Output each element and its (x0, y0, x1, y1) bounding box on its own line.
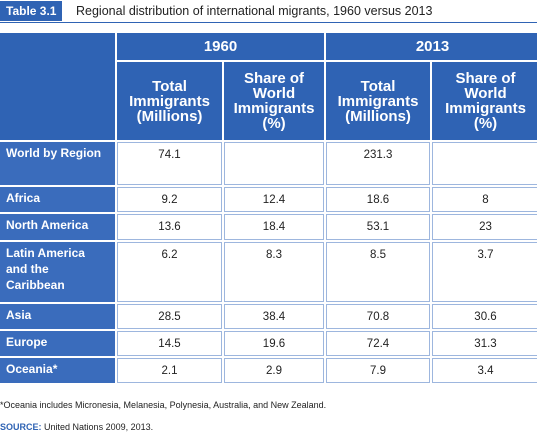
source-label: SOURCE: (0, 422, 42, 432)
migrants-table: 1960 2013 Total Immigrants (Millions) Share… (0, 31, 537, 385)
cell-value: 38.4 (224, 304, 324, 329)
cell-value: 3.4 (432, 358, 537, 383)
table-title: Regional distribution of international m… (76, 4, 433, 18)
data-row: Africa 9.2 12.4 18.6 8 (0, 187, 537, 212)
cell-value: 2.9 (224, 358, 324, 383)
cell-value: 74.1 (117, 142, 222, 185)
table-badge: Table 3.1 (0, 1, 63, 21)
column-header: Share of World Immigrants (%) (432, 62, 537, 140)
column-header: Total Immigrants (Millions) (117, 62, 222, 140)
cell-value: 18.4 (224, 214, 324, 240)
year-header: 2013 (326, 33, 537, 60)
cell-value: 13.6 (117, 214, 222, 240)
cell-value: 14.5 (117, 331, 222, 356)
cell-value: 231.3 (326, 142, 430, 185)
cell-value: 72.4 (326, 331, 430, 356)
data-row: Asia 28.5 38.4 70.8 30.6 (0, 304, 537, 329)
cell-value: 6.2 (117, 242, 222, 302)
cell-value: 8 (432, 187, 537, 212)
row-label: World by Region (0, 142, 115, 185)
data-row: Latin America and the Caribbean 6.2 8.3 8.5… (0, 242, 537, 302)
cell-value: 7.9 (326, 358, 430, 383)
title-bar: Table 3.1 Regional distribution of inter… (0, 0, 537, 23)
row-label: Oceania* (0, 358, 115, 383)
row-label: Africa (0, 187, 115, 212)
cell-value: 23 (432, 214, 537, 240)
data-row: World by Region 74.1 231.3 (0, 142, 537, 185)
source: United Nations 2009, 2013. (44, 422, 154, 432)
row-label: Europe (0, 331, 115, 356)
cell-value: 9.2 (117, 187, 222, 212)
cell-value: 31.3 (432, 331, 537, 356)
cell-value: 53.1 (326, 214, 430, 240)
year-header: 1960 (117, 33, 324, 60)
data-row: Oceania* 2.1 2.9 7.9 3.4 (0, 358, 537, 383)
cell-value: 12.4 (224, 187, 324, 212)
cell-value (224, 142, 324, 185)
data-row: Europe 14.5 19.6 72.4 31.3 (0, 331, 537, 356)
row-label: North America (0, 214, 115, 240)
cell-value: 30.6 (432, 304, 537, 329)
cell-value: 18.6 (326, 187, 430, 212)
year-header-row: 1960 2013 (0, 33, 537, 140)
row-label: Latin America and the Caribbean (0, 242, 115, 302)
cell-value: 3.7 (432, 242, 537, 302)
source-line: SOURCE: United Nations 2009, 2013. (0, 422, 153, 432)
column-header: Share of World Immigrants (%) (224, 62, 324, 140)
cell-value: 28.5 (117, 304, 222, 329)
cell-value: 70.8 (326, 304, 430, 329)
cell-value: 19.6 (224, 331, 324, 356)
row-label: Asia (0, 304, 115, 329)
data-row: North America 13.6 18.4 53.1 23 (0, 214, 537, 240)
column-header: Total Immigrants (Millions) (326, 62, 430, 140)
cell-value: 8.3 (224, 242, 324, 302)
cell-value: 8.5 (326, 242, 430, 302)
corner-cell (0, 33, 115, 140)
cell-value: 2.1 (117, 358, 222, 383)
footnote: *Oceania includes Micronesia, Melanesia,… (0, 400, 327, 410)
column-header-row: Total Immigrants (Millions) Share of Worl… (0, 62, 537, 140)
cell-value (432, 142, 537, 185)
